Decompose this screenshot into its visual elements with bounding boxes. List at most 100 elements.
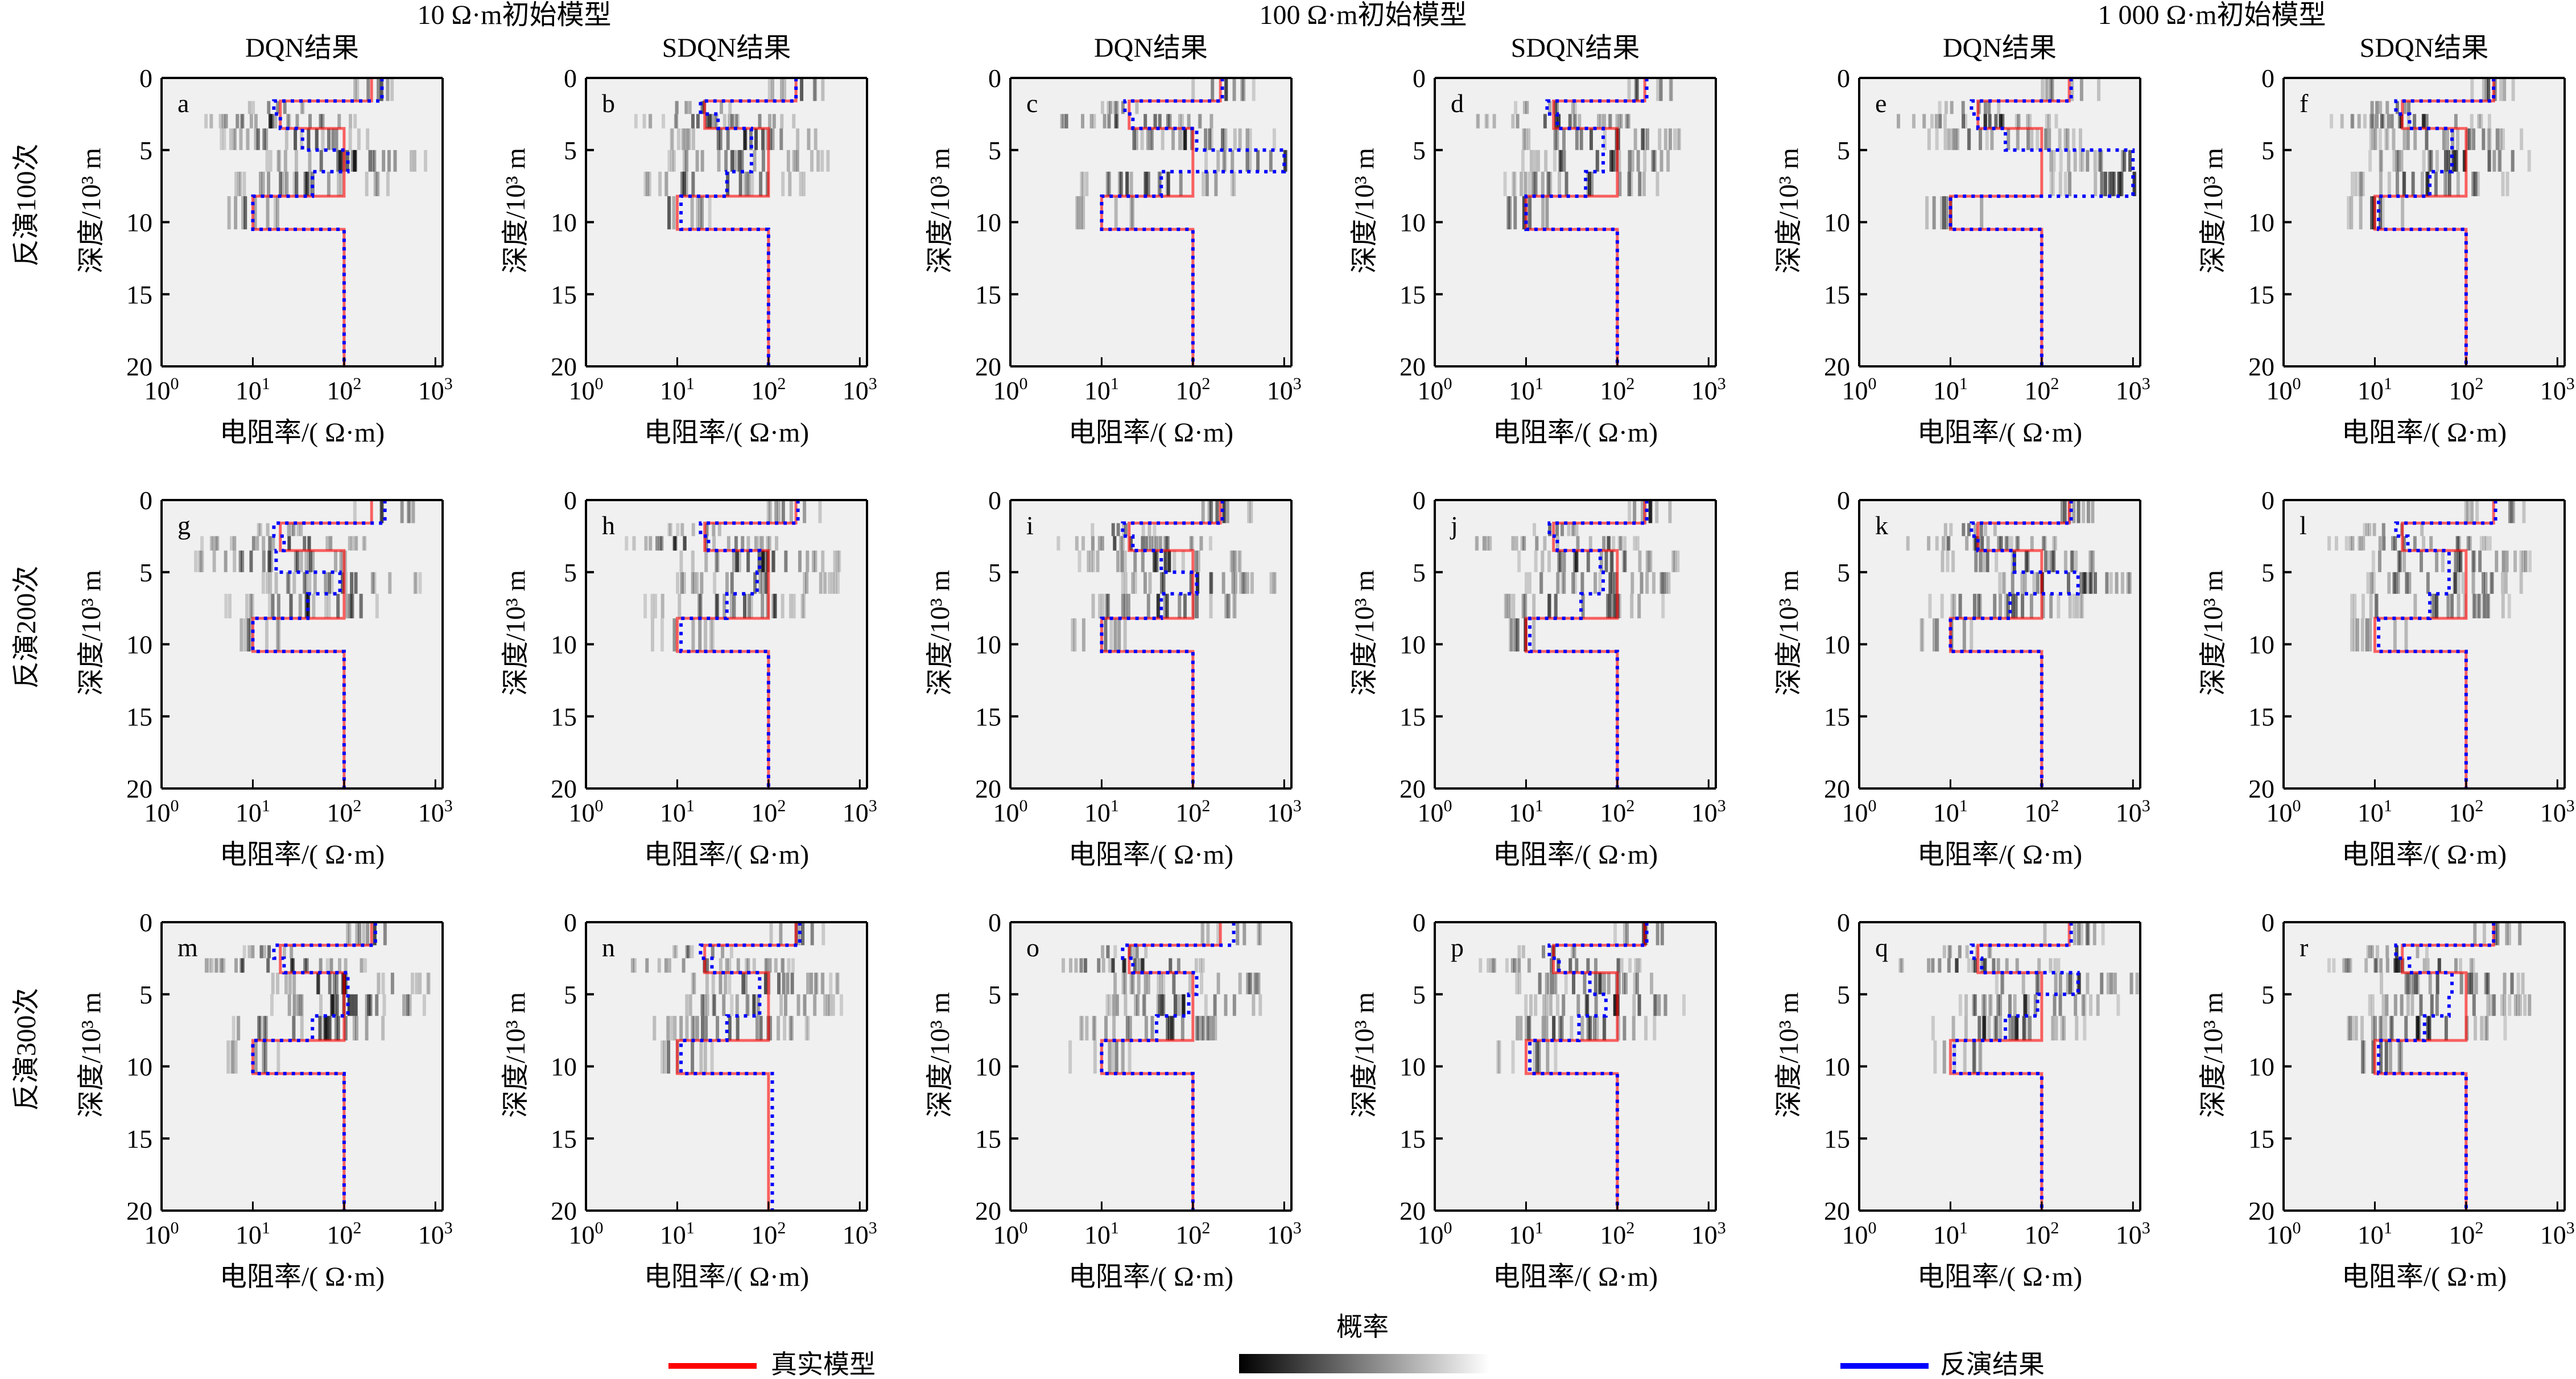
probability-bar [1606,536,1610,551]
panel-label: n [602,933,615,962]
probability-bar [1576,994,1580,1016]
probability-bar [1558,1015,1562,1041]
probability-bar [1999,593,2003,618]
probability-bar [1078,550,1081,572]
plot-area [2284,922,2565,1211]
probability-bar [258,523,262,536]
probability-bar [1241,572,1245,594]
probability-bar [407,500,411,523]
probability-bar [2334,536,2338,551]
probability-bar [2398,550,2402,572]
probability-bar [368,150,372,172]
probability-bar [1588,536,1592,551]
probability-bar [370,572,374,594]
probability-bar [2113,972,2117,994]
probability-bar [1156,593,1160,618]
probability-bar [1535,536,1539,551]
probability-shading [2330,78,2531,230]
probability-bar [327,171,331,196]
probability-bar [1518,972,1522,994]
y-tick-label: 20 [2248,352,2274,381]
probability-bar [783,994,787,1016]
probability-bar [357,922,361,946]
probability-bar [415,972,419,994]
probability-bar [1945,196,1948,230]
y-tick-label: 20 [975,352,1001,381]
probability-bar [1200,536,1204,551]
probability-bar [2054,114,2058,129]
probability-bar [836,972,840,994]
probability-bar [836,550,840,572]
probability-bar [262,536,266,551]
probability-bar [2006,593,2010,618]
probability-bar [2004,593,2008,618]
probability-bar [1488,536,1492,551]
probability-bar [2384,1015,2388,1041]
probability-bar [2362,536,2366,551]
probability-bar [779,994,783,1016]
probability-bar [1570,945,1574,959]
probability-bar [2117,171,2121,196]
probability-bar [761,572,765,594]
probability-bar [2057,958,2061,973]
probability-bar [799,171,803,196]
x-tick-label: 101 [660,796,695,827]
probability-bar [1132,128,1136,150]
probability-bar [1163,550,1167,572]
probability-bar [1555,994,1559,1016]
probability-bar [2021,972,2025,994]
probability-bar [2365,523,2369,536]
probability-bar [249,593,253,618]
probability-bar [720,101,724,114]
probability-bar [2373,1015,2377,1041]
probability-bar [1115,994,1119,1016]
probability-bar [1555,101,1559,114]
probability-bar [1085,1015,1089,1041]
probability-bar [1973,994,1977,1016]
probability-bar [673,536,677,551]
probability-bar [705,958,709,973]
probability-bar [1625,922,1629,946]
probability-bar [1272,128,1276,150]
probability-bar [258,171,262,196]
probability-bar [1208,128,1212,150]
probability-bar [1931,958,1935,973]
probability-bar [254,128,258,150]
probability-bar [769,1015,773,1041]
probability-bar [1119,536,1123,551]
y-axis-label: 深度/10³ m [2198,570,2228,696]
probability-bar [2445,128,2449,150]
probability-bar [1634,78,1638,101]
probability-bar [2379,196,2383,230]
probability-bar [1608,572,1612,594]
probability-bar [667,1040,671,1074]
probability-bar [704,1015,708,1041]
probability-bar [262,550,266,572]
probability-bar [1995,1015,1999,1041]
probability-bar [2487,150,2491,172]
probability-bar [2404,1015,2408,1041]
probability-bar [2438,958,2442,973]
probability-bar [2366,572,2370,594]
probability-bar [1211,1015,1215,1041]
probability-bar [810,150,814,172]
probability-bar [1121,101,1125,114]
probability-bar [2414,972,2418,994]
y-tick-label: 10 [1824,208,1850,237]
probability-bar [2123,150,2127,172]
y-tick-label: 5 [2261,980,2274,1009]
probability-bar [382,150,386,172]
probability-bar [1209,114,1213,129]
probability-bar [318,1015,322,1041]
y-tick-label: 5 [139,980,152,1009]
y-axis-label: 深度/10³ m [1349,148,1380,274]
probability-bar [769,128,773,150]
probability-bar [1941,550,1945,572]
probability-bar [712,523,716,536]
probability-bar [1602,1015,1606,1041]
probability-bar [2000,972,2004,994]
probability-bar [1114,101,1118,114]
probability-bar [2503,1015,2507,1041]
